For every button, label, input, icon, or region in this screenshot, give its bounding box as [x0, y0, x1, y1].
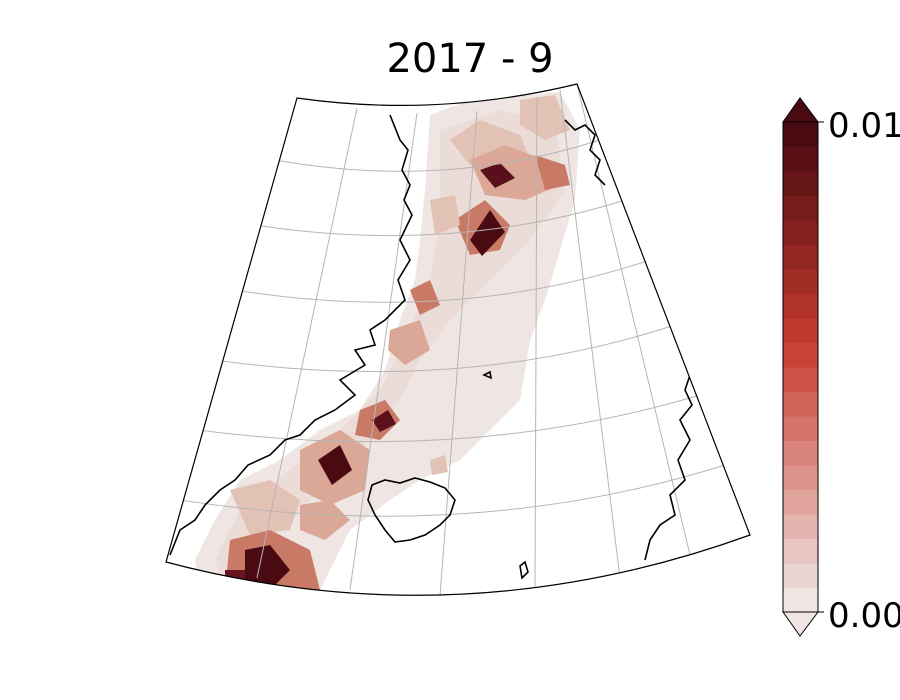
colorbar-band — [783, 465, 818, 490]
colorbar-band — [783, 391, 818, 417]
field-patch — [230, 480, 300, 535]
colorbar-frame — [782, 121, 819, 613]
field-patch — [388, 320, 430, 365]
field-patch — [430, 195, 460, 235]
field-patch — [470, 210, 505, 256]
colorbar-band — [783, 538, 818, 564]
iceland-coast — [367, 477, 456, 543]
colorbar-top-extension — [782, 97, 819, 123]
field-patch — [430, 455, 448, 475]
field-patch — [480, 163, 515, 188]
colorbar-band — [783, 416, 818, 441]
jan-mayen-island — [482, 370, 493, 380]
colorbar-band — [783, 269, 818, 294]
colorbar-band — [783, 440, 818, 466]
colorbar-bottom-extension — [782, 611, 819, 637]
colorbar-band — [783, 563, 818, 588]
colorbar-segments — [783, 122, 818, 613]
field-patch — [372, 410, 396, 432]
colorbar-band — [783, 342, 818, 368]
colorbar: 0.01 0.00 — [782, 97, 900, 637]
colorbar-band — [783, 146, 818, 172]
colorbar-band — [783, 171, 818, 196]
colorbar-band — [783, 489, 818, 515]
field-patch — [410, 280, 440, 315]
field-patch — [520, 95, 570, 140]
coastlines — [169, 114, 693, 580]
colorbar-band — [783, 122, 818, 147]
colorbar-band — [783, 587, 818, 613]
field-patch — [300, 500, 350, 540]
colorbar-band — [783, 514, 818, 539]
map-panel — [165, 83, 751, 596]
map-title: 2017 - 9 — [386, 36, 554, 82]
colorbar-min-label: 0.00 — [828, 596, 900, 636]
field-patch — [535, 155, 570, 190]
field-patch — [318, 445, 352, 485]
norway-coast — [644, 374, 693, 561]
colorbar-band — [783, 367, 818, 392]
svalbard-coast — [564, 119, 606, 186]
colorbar-band — [783, 318, 818, 343]
colorbar-band — [783, 220, 818, 245]
colorbar-band — [783, 244, 818, 270]
field-patch — [225, 570, 245, 590]
colorbar-band — [783, 293, 818, 319]
field-patch — [245, 545, 290, 590]
data-field — [195, 92, 580, 596]
faroe-islands — [519, 560, 529, 580]
greenland-coast — [169, 114, 413, 556]
colorbar-max-label: 0.01 — [828, 106, 900, 146]
colorbar-band — [783, 195, 818, 221]
map-border — [165, 83, 751, 596]
